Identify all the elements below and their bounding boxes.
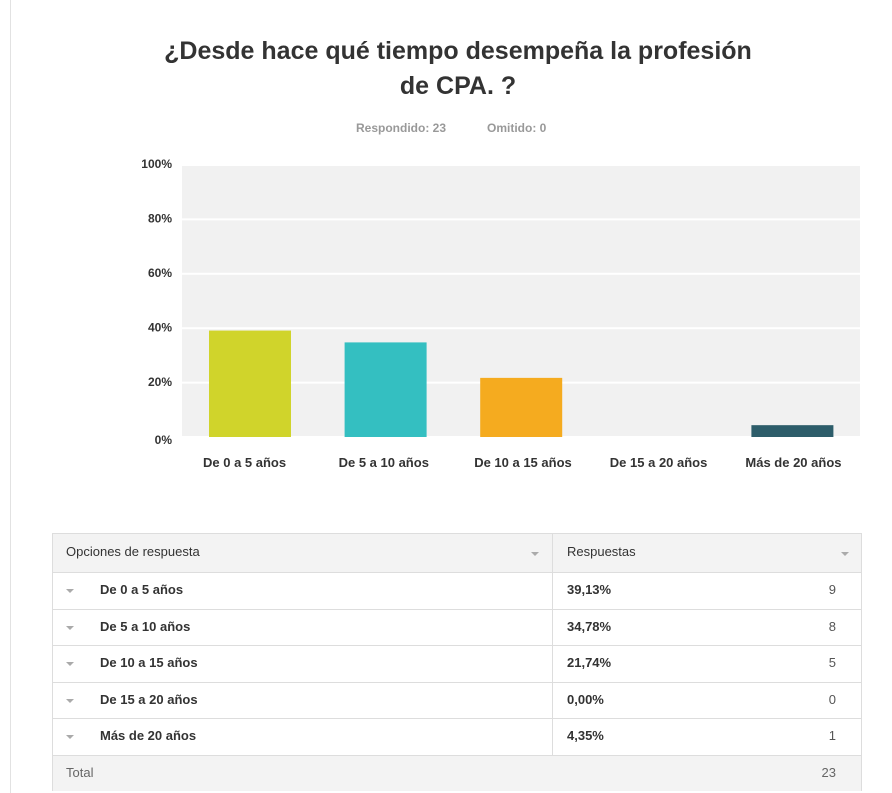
x-tick-label: De 5 a 10 años [338,455,429,470]
percent: 4,35% [567,728,604,744]
row-line [53,681,861,683]
total-bg [53,755,861,791]
x-tick-label: De 10 a 15 años [474,455,572,470]
x-tick-label: De 15 a 20 años [609,455,708,470]
percent: 0,00% [567,691,604,707]
skipped: Omitido: 0 [487,121,547,135]
option-label: Más de 20 años [100,728,197,744]
chart-title: ¿Desde hace qué tiempo desempeña la prof… [164,37,752,100]
y-tick-label: 80% [148,212,172,226]
table-header-bg [53,534,861,573]
option-label: De 10 a 15 años [100,655,198,671]
option-label: De 5 a 10 años [100,618,191,634]
dropdown-icon [531,552,539,556]
bar [344,342,427,437]
header-cell: Respuestas [567,544,636,559]
count: 5 [828,655,836,671]
bar [209,330,291,437]
dropdown-icon [66,625,74,630]
percent: 34,78% [567,618,612,634]
y-tick-label: 40% [148,320,172,334]
y-tick-label: 60% [148,266,172,280]
header-cell: Opciones de respuesta [66,544,200,559]
y-tick-label: 100% [141,157,172,171]
row-line [53,608,861,610]
option-label: De 15 a 20 años [100,691,198,707]
dropdown-icon [841,552,849,556]
count: 9 [828,582,836,597]
bar [480,377,563,437]
count: 1 [828,728,836,744]
dropdown-icon [66,589,74,593]
row-line [53,645,861,647]
count: 0 [828,691,836,707]
y-tick-label: 20% [148,375,172,389]
x-tick-label: De 0 a 5 años [203,455,287,470]
row-line [53,718,861,720]
chart: 0% 20% 40% 60% 80% 100% [141,157,860,447]
dropdown-icon [66,662,74,667]
bar [751,425,834,437]
x-tick-label: Más de 20 años [745,455,842,470]
row-line [53,572,861,573]
total-label: Total [66,765,94,780]
dropdown-icon [66,735,74,740]
count: 8 [828,618,836,634]
total-count: 23 [821,765,836,780]
column-divider [552,533,553,755]
percent: 21,74% [567,655,612,671]
option-label: De 0 a 5 años [100,582,184,597]
y-tick-label: 0% [155,433,173,447]
answered: Respondido: 23 [356,121,447,135]
dropdown-icon [66,698,74,703]
percent: 39,13% [567,582,612,597]
left-border [10,0,11,793]
